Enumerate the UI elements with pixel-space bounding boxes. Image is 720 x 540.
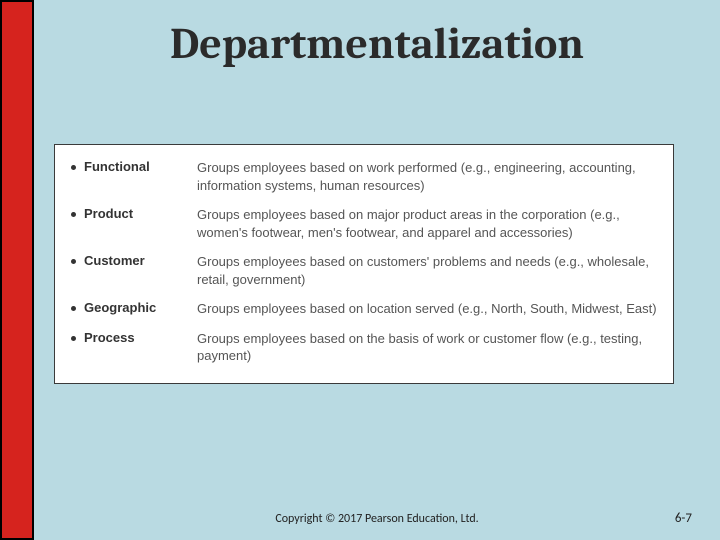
slide-footer: Copyright © 2017 Pearson Education, Ltd.…: [34, 512, 720, 526]
term-cell: Functional: [71, 159, 197, 174]
slide-title: Departmentalization: [34, 18, 720, 69]
term-label: Product: [84, 206, 133, 221]
term-label: Geographic: [84, 300, 156, 315]
content-box: Functional Groups employees based on wor…: [54, 144, 674, 384]
copyright-text: Copyright © 2017 Pearson Education, Ltd.: [34, 512, 720, 526]
desc-cell: Groups employees based on work performed…: [197, 159, 657, 194]
term-label: Functional: [84, 159, 150, 174]
desc-cell: Groups employees based on location serve…: [197, 300, 657, 318]
bullet-icon: [71, 259, 76, 264]
accent-left-bar: [0, 0, 34, 540]
term-cell: Process: [71, 330, 197, 345]
term-cell: Customer: [71, 253, 197, 268]
term-label: Process: [84, 330, 135, 345]
slide: Departmentalization Functional Groups em…: [0, 0, 720, 540]
desc-cell: Groups employees based on customers' pro…: [197, 253, 657, 288]
desc-cell: Groups employees based on the basis of w…: [197, 330, 657, 365]
table-row: Process Groups employees based on the ba…: [71, 330, 657, 365]
term-cell: Product: [71, 206, 197, 221]
bullet-icon: [71, 165, 76, 170]
term-label: Customer: [84, 253, 145, 268]
table-row: Functional Groups employees based on wor…: [71, 159, 657, 194]
bullet-icon: [71, 212, 76, 217]
term-cell: Geographic: [71, 300, 197, 315]
table-row: Customer Groups employees based on custo…: [71, 253, 657, 288]
table-row: Geographic Groups employees based on loc…: [71, 300, 657, 318]
bullet-icon: [71, 336, 76, 341]
table-row: Product Groups employees based on major …: [71, 206, 657, 241]
bullet-icon: [71, 306, 76, 311]
page-number: 6-7: [675, 511, 692, 526]
desc-cell: Groups employees based on major product …: [197, 206, 657, 241]
